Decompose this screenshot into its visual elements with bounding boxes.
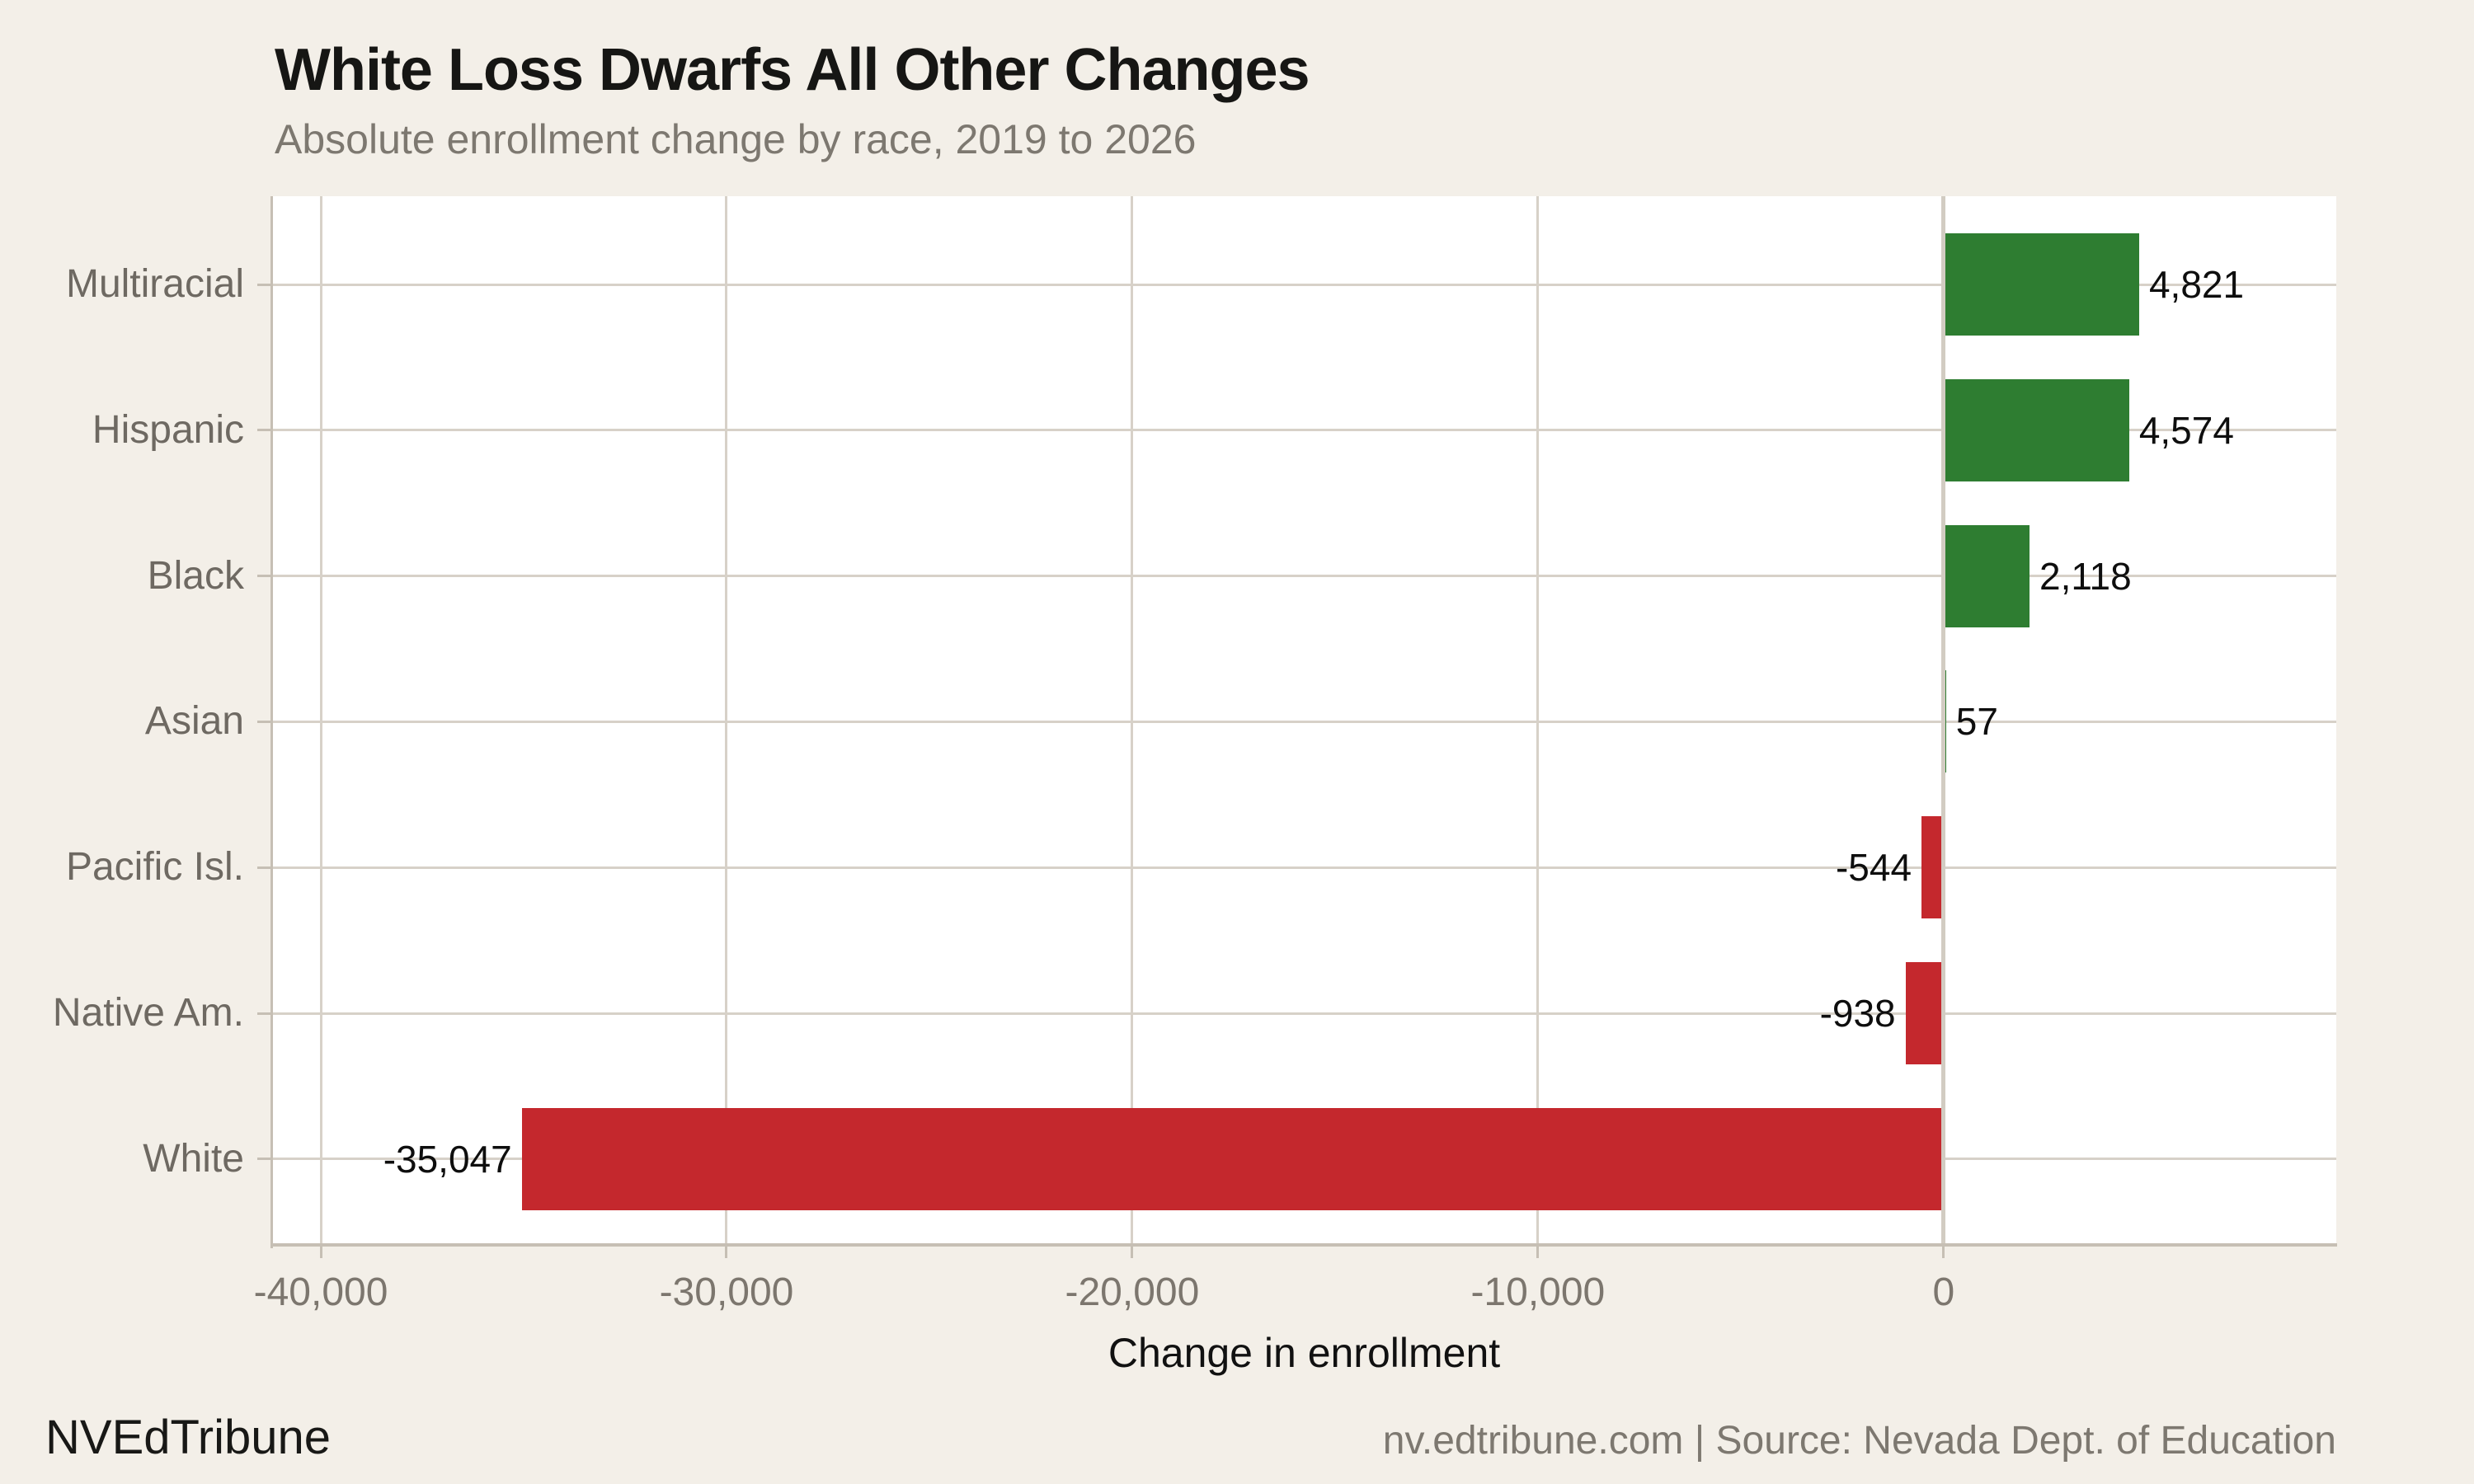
y-axis-tick [257, 1012, 272, 1015]
x-axis-title: Change in enrollment [1108, 1330, 1501, 1376]
source-credit: nv.edtribune.com | Source: Nevada Dept. … [1382, 1419, 2336, 1463]
row-gridline [272, 866, 2336, 869]
zero-line [1941, 196, 1946, 1245]
bar-value-label: 4,574 [2138, 408, 2234, 452]
x-tick-label: -10,000 [1470, 1270, 1606, 1314]
x-axis-tick [725, 1247, 728, 1258]
publisher-logo-text: NVEdTribune [45, 1411, 332, 1464]
y-axis-tick [257, 1158, 272, 1161]
x-axis-tick [319, 1247, 322, 1258]
bar-multiracial [1943, 233, 2139, 336]
y-axis-spine [270, 196, 273, 1248]
bar-value-label: 4,821 [2148, 263, 2245, 306]
row-gridline [272, 283, 2336, 286]
chart-title: White Loss Dwarfs All Other Changes [275, 37, 1310, 103]
category-label-black: Black [147, 553, 244, 598]
bar-black [1943, 524, 2030, 627]
row-gridline [272, 1012, 2336, 1015]
y-axis-tick [257, 283, 272, 286]
bar-value-label: -544 [1835, 846, 1912, 890]
x-axis-tick [1131, 1247, 1134, 1258]
category-label-white: White [143, 1136, 244, 1181]
bar-value-label: 2,118 [2039, 554, 2132, 598]
x-tick-label: -20,000 [1065, 1270, 1200, 1314]
row-gridline [272, 429, 2336, 432]
row-gridline [272, 575, 2336, 578]
x-tick-label: 0 [1932, 1270, 1955, 1314]
x-tick-label: -30,000 [659, 1270, 794, 1314]
bar-hispanic [1943, 378, 2129, 481]
category-label-multiracial: Multiracial [65, 262, 244, 306]
x-axis-tick [1536, 1247, 1540, 1258]
bar-value-label: -35,047 [383, 1137, 512, 1181]
chart-subtitle: Absolute enrollment change by race, 2019… [275, 116, 1197, 162]
bar-native-am [1905, 962, 1944, 1064]
y-axis-tick [257, 720, 272, 723]
category-label-asian: Asian [144, 699, 244, 744]
x-axis-tick [1942, 1247, 1945, 1258]
category-label-native-am: Native Am. [52, 991, 244, 1035]
y-axis-tick [257, 575, 272, 578]
row-gridline [272, 720, 2336, 723]
x-tick-label: -40,000 [253, 1270, 388, 1314]
bar-value-label: -938 [1819, 992, 1896, 1035]
plot-area: 4,821 4,574 2,118 57 -544 -938 -35,047 [270, 196, 2337, 1248]
category-label-hispanic: Hispanic [92, 407, 244, 452]
y-axis-tick [257, 866, 272, 869]
x-axis-spine [270, 1243, 2337, 1247]
bar-white [521, 1107, 1944, 1210]
y-axis-tick [257, 429, 272, 432]
category-label-pacific-isl: Pacific Isl. [65, 845, 244, 890]
bar-value-label: 57 [1955, 700, 1998, 744]
bar-pacific-isl [1921, 816, 1944, 919]
